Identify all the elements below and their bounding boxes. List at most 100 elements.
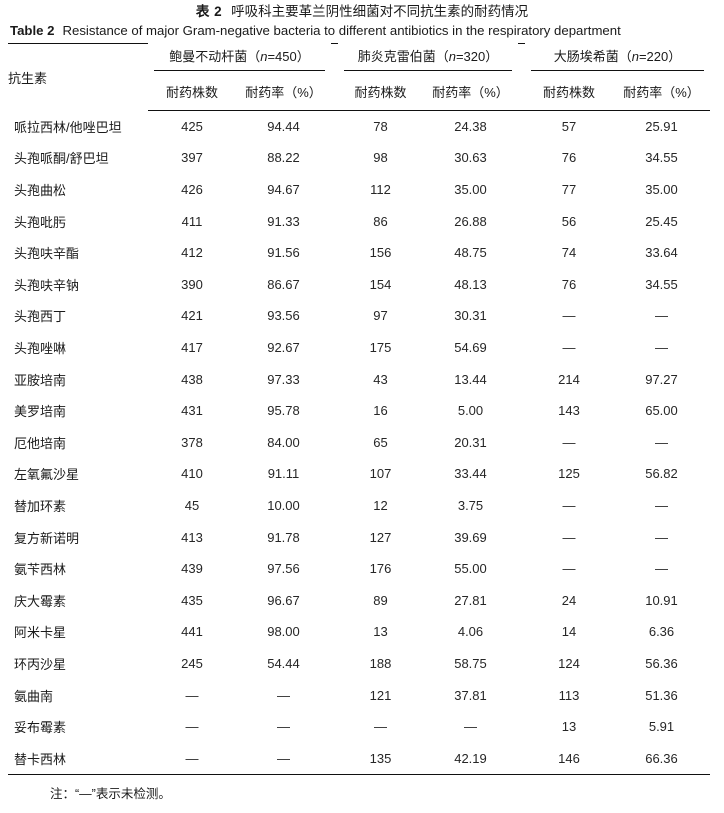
resistant-count-1: 156	[369, 245, 392, 261]
table-row: 头孢呋辛钠 390 86.67 154 48.13 76 34.55	[8, 269, 710, 301]
resistance-rate-1: —	[464, 719, 477, 735]
resistance-rate-2: 25.91	[645, 118, 678, 134]
resistant-count-2: 76	[561, 276, 577, 292]
table-row: 左氧氟沙星 410 91.11 107 33.44 125 56.82	[8, 458, 710, 490]
column-gap	[518, 363, 525, 395]
resistance-rate-2: 35.00	[645, 182, 678, 198]
resistant-count-2: —	[562, 561, 576, 577]
resistant-count-0: 410	[181, 466, 203, 482]
table-row: 替卡西林 — —135 42.19 146 66.36	[8, 742, 710, 776]
resistance-rate-0: —	[236, 742, 331, 776]
resistance-rate-2: 5.91	[648, 719, 675, 735]
resistant-count-1: 98	[373, 150, 388, 166]
header-group-row: 抗生素 鲍曼不动杆菌（n=450） 肺炎克雷伯菌（n=320） 大肠埃希菌（n=…	[8, 42, 710, 111]
resistant-count-0: 431	[181, 403, 203, 419]
resistance-rate-2: —	[655, 340, 668, 356]
column-gap	[331, 427, 338, 459]
column-gap	[518, 648, 525, 680]
antibiotic-name: 环丙沙星	[14, 656, 67, 672]
antibiotic-name: 头孢唑啉	[14, 341, 67, 357]
table-row: 头孢西丁 421 93.56 97 30.31 — —	[8, 300, 710, 332]
table-caption-chinese: 呼吸科主要革兰阴性细菌对不同抗生素的耐药情况	[231, 4, 529, 19]
antibiotic-name: 替卡西林	[8, 742, 148, 776]
resistance-rate-1: 3.75	[457, 498, 484, 514]
resistance-rate-0: 94.67	[267, 182, 300, 198]
table-row: 阿米卡星 441 98.00 13 4.06 14 6.36	[8, 616, 710, 648]
column-gap	[518, 458, 525, 490]
resistance-rate-0: 88.22	[267, 150, 300, 166]
subheader-count-0: 耐药株数	[148, 75, 236, 111]
resistance-rate-1: 24.38	[454, 118, 487, 134]
antibiotic-name: 头孢哌酮/舒巴坦	[14, 151, 109, 167]
resistant-count-1: 97	[373, 308, 388, 324]
resistance-rate-2: —	[655, 561, 668, 577]
resistance-rate-0: —	[277, 719, 290, 735]
antibiotic-name: 头孢吡肟	[14, 214, 67, 230]
resistance-rate-0: 95.78	[267, 403, 300, 419]
resistance-rate-0: 91.33	[267, 213, 300, 229]
group-name-0: 鲍曼不动杆菌（	[169, 49, 261, 65]
group-name-1: 肺炎克雷伯菌（	[357, 49, 449, 65]
resistant-count-2: —	[562, 308, 576, 324]
resistance-rate-0: 10.00	[267, 498, 300, 514]
antibiotic-name: 左氧氟沙星	[14, 467, 80, 483]
column-gap	[518, 616, 525, 648]
table-row: 庆大霉素 435 96.67 89 27.81 24 10.91	[8, 585, 710, 617]
resistance-rate-0: 94.44	[267, 118, 300, 134]
resistant-count-0: 439	[181, 561, 203, 577]
group-close-1: ）	[485, 49, 499, 65]
resistance-rate-2: —	[655, 529, 668, 545]
column-gap	[331, 585, 338, 617]
column-gap	[518, 174, 525, 206]
column-gap	[518, 553, 525, 585]
group-n-value-0: =450	[267, 49, 297, 65]
resistance-rate-1: 39.69	[454, 529, 487, 545]
table-row: 美罗培南 431 95.78 16 5.00 143 65.00	[8, 395, 710, 427]
resistance-rate-1: 4.06	[457, 624, 484, 640]
header-group-acinetobacter: 鲍曼不动杆菌（n=450）	[148, 44, 331, 76]
resistant-count-0: 425	[181, 118, 203, 134]
resistant-count-2: 77	[561, 182, 577, 198]
header-stub-antibiotic: 抗生素	[8, 43, 148, 111]
table-title-chinese: 表 2 呼吸科主要革兰阴性细菌对不同抗生素的耐药情况	[0, 0, 724, 21]
group-close-0: ）	[296, 49, 310, 65]
resistant-count-2: —	[562, 529, 576, 545]
group-n-symbol-2: n	[631, 49, 639, 65]
resistant-count-1: 12	[373, 498, 388, 514]
resistant-count-1: —	[374, 719, 387, 735]
antibiotic-name: 复方新诺明	[14, 530, 80, 546]
resistance-rate-1: 58.75	[454, 655, 487, 671]
table-row: 哌拉西林/他唑巴坦 425 94.44 78 24.38 57 25.91	[8, 110, 710, 142]
resistant-count-1: 86	[373, 213, 388, 229]
column-gap	[331, 269, 338, 301]
antibiotic-name: 替加环素	[14, 499, 67, 515]
column-gap	[518, 742, 525, 776]
resistant-count-1: 121	[369, 687, 392, 703]
column-gap	[331, 205, 338, 237]
resistance-rate-0: —	[277, 687, 290, 703]
antibiotic-name: 美罗培南	[14, 404, 67, 420]
resistance-rate-1: 5.00	[457, 403, 484, 419]
column-gap	[331, 490, 338, 522]
resistant-count-1: 43	[373, 371, 388, 387]
resistance-rate-2: 25.45	[645, 213, 678, 229]
resistant-count-0: —	[185, 719, 199, 735]
column-gap	[518, 237, 525, 269]
resistant-count-2: 56	[561, 213, 577, 229]
resistant-count-0: 412	[181, 245, 203, 261]
resistance-rate-2: 10.91	[645, 592, 678, 608]
table-number-english: Table 2	[10, 23, 55, 38]
resistant-count-2: 214	[558, 371, 580, 387]
column-gap	[518, 679, 525, 711]
resistance-rate-2: 65.00	[645, 403, 678, 419]
column-gap	[331, 648, 338, 680]
header-group-ecoli: 大肠埃希菌（n=220）	[525, 44, 710, 76]
resistance-rate-2: 6.36	[648, 624, 675, 640]
column-gap	[518, 300, 525, 332]
antibiotic-name: 氨苄西林	[14, 562, 67, 578]
column-gap	[331, 237, 338, 269]
column-gap	[331, 521, 338, 553]
resistant-count-2: 14	[561, 624, 577, 640]
resistant-count-1: 107	[369, 466, 392, 482]
